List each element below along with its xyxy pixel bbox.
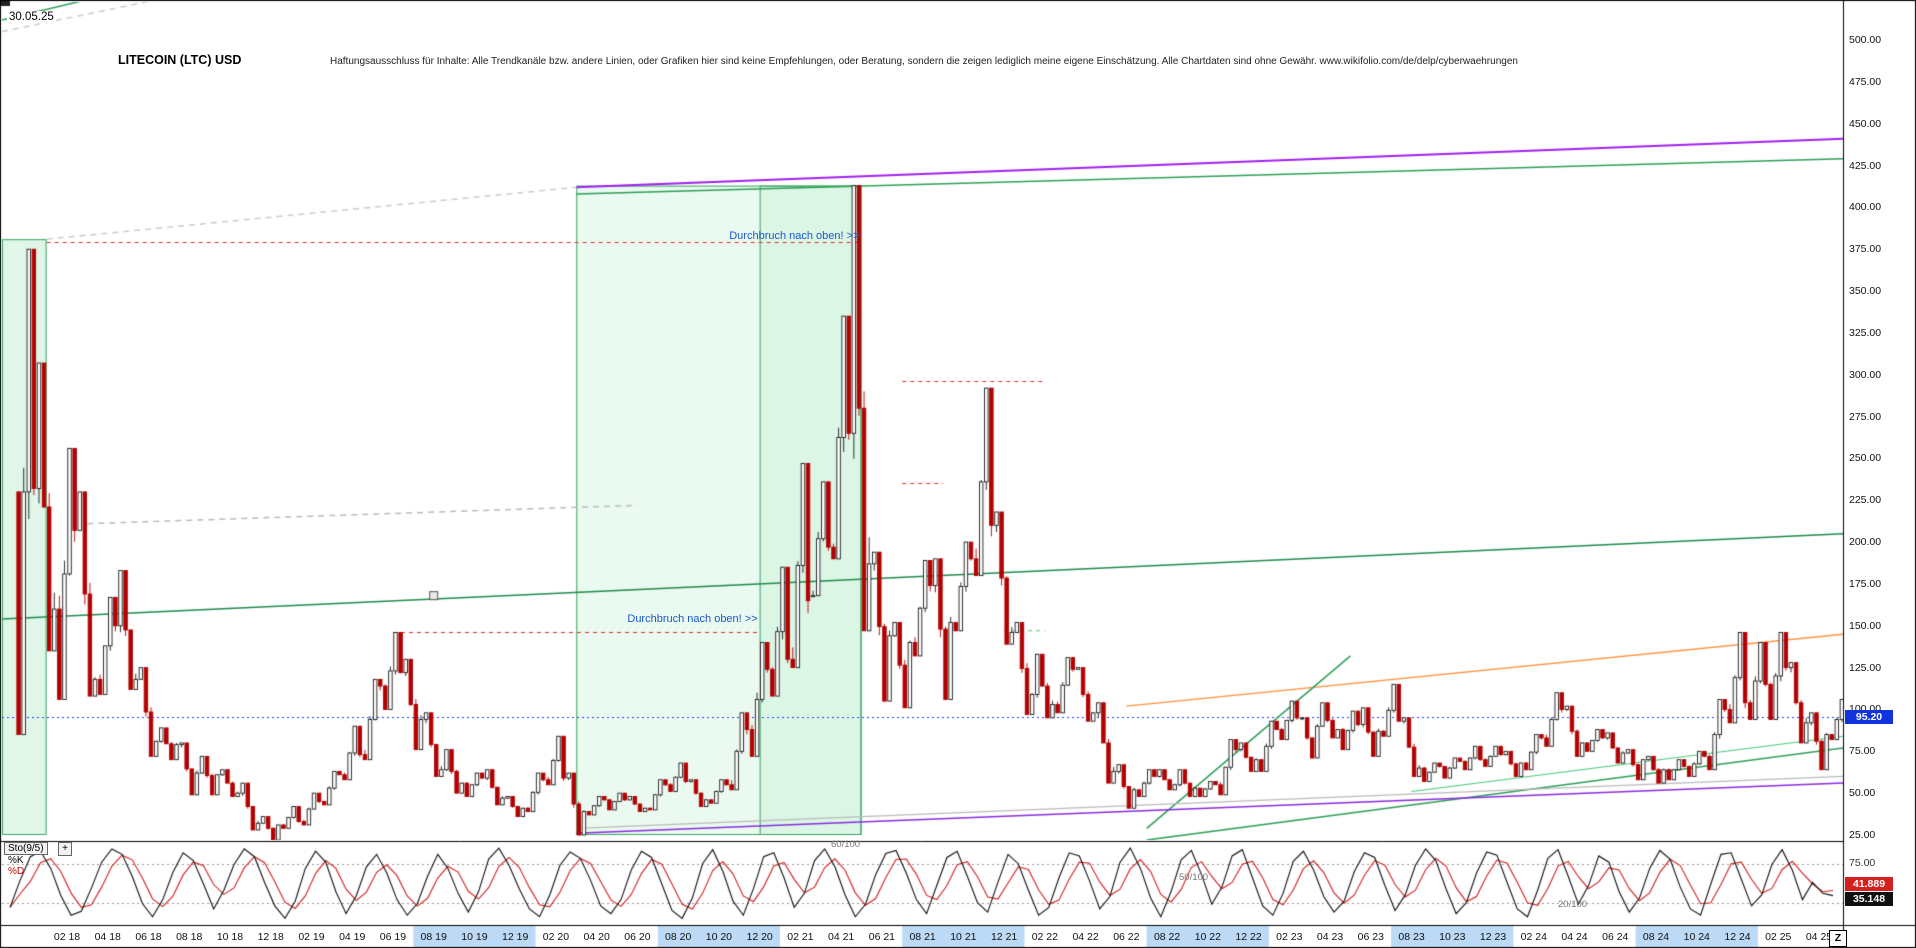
price-axis-label: 125.00 [1849, 661, 1882, 674]
x-axis-label: 04 21 [827, 931, 855, 943]
x-axis-label: 04 22 [1072, 931, 1099, 943]
x-axis-label: 10 21 [950, 931, 977, 943]
x-axis-label: 12 24 [1724, 931, 1751, 943]
breakout-annotation-lower: Durchbruch nach oben! >> [627, 612, 758, 625]
x-axis-label: 02 23 [1276, 931, 1303, 943]
x-axis-label: 04 18 [94, 931, 121, 943]
x-axis-label: 06 21 [868, 931, 896, 943]
x-axis-label: 02 21 [787, 931, 814, 943]
x-axis-label: 04 19 [339, 931, 366, 943]
x-axis-label: 12 19 [502, 931, 529, 943]
x-axis-label: 10 19 [461, 931, 488, 943]
price-axis-label: 325.00 [1849, 326, 1882, 339]
x-axis-label: 04 20 [583, 931, 610, 943]
x-axis-label: 04 24 [1561, 931, 1588, 943]
price-axis-label: 175.00 [1849, 577, 1882, 590]
x-axis-label: 08 22 [1153, 931, 1181, 943]
x-axis-label: 08 23 [1398, 931, 1425, 943]
x-axis-label: 04 25 [1805, 931, 1833, 943]
price-axis-label: 375.00 [1849, 243, 1882, 256]
zoom-reset-button[interactable]: Z [1829, 930, 1847, 947]
breakout-annotation-upper: Durchbruch nach oben! >> [729, 230, 860, 243]
x-axis-label: 04 23 [1316, 931, 1344, 943]
price-axis-label: 225.00 [1849, 494, 1882, 507]
x-axis-label: 10 23 [1439, 931, 1466, 943]
stochastic-note: 20/100 [1558, 899, 1588, 910]
date-label: 30.05.25 [7, 11, 56, 23]
x-axis-label: 10 18 [216, 931, 244, 943]
x-axis-label: 08 20 [665, 931, 692, 943]
x-axis-label: 02 20 [542, 931, 570, 943]
x-axis-label: 08 19 [420, 931, 447, 943]
x-axis-label: 12 18 [257, 931, 284, 943]
price-axis-label: 350.00 [1849, 285, 1882, 298]
x-axis-label: 10 22 [1194, 931, 1221, 943]
x-axis-label: 06 24 [1602, 931, 1629, 943]
price-axis-label: 25.00 [1849, 829, 1876, 841]
x-axis-label: 10 24 [1683, 931, 1710, 943]
price-axis-label: 400.00 [1849, 201, 1882, 214]
stochastic-note: 60/100 [831, 839, 861, 850]
x-axis-label: 08 24 [1642, 931, 1670, 943]
x-axis-label: 08 21 [909, 931, 936, 943]
price-axis-label: 150.00 [1849, 619, 1882, 632]
x-axis-label: 06 23 [1357, 931, 1384, 943]
stochastic-upper-level-label: 75.00 [1849, 857, 1876, 869]
x-axis-label: 10 20 [705, 931, 733, 943]
price-axis-label: 50.00 [1849, 787, 1876, 800]
price-axis-label: 75.00 [1849, 745, 1876, 758]
price-axis-label: 250.00 [1849, 452, 1882, 465]
price-axis-label: 275.00 [1849, 410, 1882, 423]
current-price-badge: 95.20 [1845, 709, 1893, 724]
x-axis-label: 02 22 [1031, 931, 1058, 943]
x-axis-label: 02 24 [1520, 931, 1547, 943]
price-axis-label: 300.00 [1849, 368, 1882, 381]
x-axis-label: 02 25 [1765, 931, 1792, 943]
x-axis-label: 12 22 [1235, 931, 1262, 943]
stochastic-k-badge: 35.148 [1845, 892, 1893, 906]
x-axis-label: 06 20 [624, 931, 651, 943]
price-axis-label: 475.00 [1849, 75, 1882, 88]
price-axis-label: 200.00 [1849, 536, 1882, 549]
stochastic-d-badge: 41.889 [1845, 877, 1893, 891]
stochastic-note: 50/100 [1179, 872, 1209, 883]
price-axis-label: 500.00 [1849, 34, 1882, 46]
indicator-add-button[interactable]: + [58, 842, 72, 856]
x-axis-label: 06 18 [135, 931, 162, 943]
x-axis-label: 06 19 [379, 931, 407, 943]
stochastic-k-label: %K [8, 855, 24, 866]
x-axis-label: 12 23 [1479, 931, 1507, 943]
price-axis-label: 450.00 [1849, 117, 1882, 130]
disclaimer-text: Haftungsausschluss für Inhalte: Alle Tre… [330, 56, 1518, 67]
x-axis-label: 12 21 [990, 931, 1018, 943]
indicator-name-button[interactable]: Sto(9/5) [4, 842, 48, 855]
x-axis-label: 06 22 [1113, 931, 1140, 943]
chart-title: LITECOIN (LTC) USD [118, 53, 242, 67]
x-axis-label: 08 18 [176, 931, 203, 943]
x-axis-label: 02 19 [298, 931, 325, 943]
x-axis-label: 02 18 [53, 931, 81, 943]
price-axis-label: 425.00 [1849, 159, 1882, 172]
x-axis-label: 12 20 [746, 931, 773, 943]
stochastic-d-label: %D [8, 866, 25, 877]
